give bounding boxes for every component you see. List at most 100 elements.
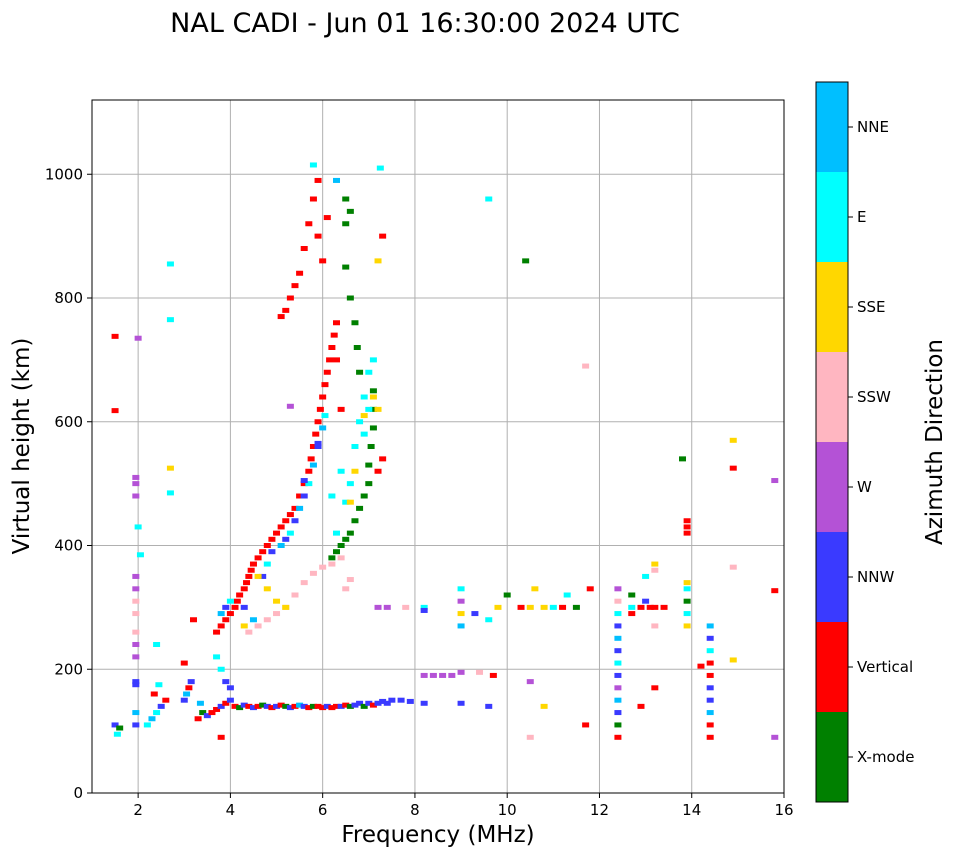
echo-point [309, 196, 317, 202]
echo-point [485, 617, 493, 623]
echo-point [323, 703, 331, 709]
echo-point [614, 722, 622, 728]
echo-point [683, 580, 691, 586]
echo-point [305, 468, 313, 474]
echo-point [651, 567, 659, 573]
echo-point [402, 604, 410, 610]
y-tick-label: 0 [73, 784, 83, 802]
echo-point [351, 468, 359, 474]
echo-point [305, 221, 313, 227]
echo-point [328, 493, 336, 499]
echo-point [614, 734, 622, 740]
echo-point [132, 642, 140, 647]
echo-point [642, 573, 650, 579]
echo-point [628, 611, 636, 617]
echo-point [213, 706, 221, 712]
echo-point [683, 611, 691, 617]
echo-point [360, 703, 368, 709]
echo-point [476, 669, 484, 675]
echo-point [132, 629, 140, 635]
x-tick-label: 2 [133, 801, 143, 819]
echo-point [356, 700, 364, 706]
x-tick-label: 12 [590, 801, 609, 819]
echo-point [531, 586, 539, 592]
echo-point [132, 682, 140, 688]
echo-point [180, 697, 188, 703]
echo-point [683, 623, 691, 629]
echo-point [296, 493, 304, 499]
echo-point [240, 586, 248, 592]
echo-point [226, 697, 234, 703]
echo-point [132, 481, 140, 487]
echo-point [582, 363, 590, 369]
echo-point [374, 604, 382, 610]
echo-point [273, 598, 281, 604]
echo-point [277, 702, 285, 708]
echo-point [296, 270, 304, 276]
echo-point [374, 258, 382, 264]
echo-point [222, 617, 230, 623]
y-tick-label: 400 [54, 537, 83, 555]
echo-point [166, 465, 174, 471]
grid-lines [92, 100, 785, 794]
echo-point [346, 208, 354, 214]
echo-point [321, 413, 329, 419]
echo-point [286, 530, 294, 536]
echo-point [300, 478, 308, 484]
echo-point [614, 648, 622, 654]
echo-point [369, 425, 377, 431]
echo-point [729, 657, 737, 663]
echo-point [582, 722, 590, 728]
colorbar-tick-label: Vertical [857, 658, 913, 676]
echo-point [245, 573, 253, 579]
echo-point [319, 564, 327, 570]
echo-point [365, 369, 373, 375]
echo-point [282, 703, 290, 709]
echo-point [226, 685, 234, 691]
echo-point [448, 672, 456, 678]
echo-point [706, 710, 714, 716]
echo-point [273, 703, 281, 709]
echo-point [217, 611, 225, 617]
echo-point [319, 705, 327, 711]
echo-point [706, 672, 714, 678]
echo-point [379, 233, 387, 239]
echo-point [263, 543, 271, 548]
echo-point [231, 604, 239, 610]
echo-point [328, 561, 336, 567]
echo-point [351, 518, 359, 524]
colorbar-segment [816, 622, 848, 712]
echo-point [309, 570, 317, 576]
echo-point [406, 698, 414, 704]
echo-point [226, 598, 234, 604]
echo-point [249, 561, 257, 567]
echo-point [706, 734, 714, 740]
echo-point [706, 722, 714, 728]
echo-point [314, 440, 322, 446]
echo-point [213, 629, 221, 635]
echo-point [342, 196, 350, 202]
echo-point [346, 530, 354, 536]
echo-point [291, 518, 299, 524]
echo-point [291, 283, 299, 289]
echo-point [646, 604, 654, 610]
echo-point [217, 734, 225, 740]
echo-point [245, 629, 253, 635]
echo-point [296, 505, 304, 511]
echo-point [346, 481, 354, 487]
echo-point [333, 357, 341, 363]
echo-point [314, 444, 322, 449]
echo-point [291, 592, 299, 598]
echo-point [683, 586, 691, 592]
echo-point [651, 685, 659, 691]
echo-point [305, 481, 313, 487]
x-tick-label: 10 [498, 801, 517, 819]
echo-point [132, 586, 140, 592]
colorbar-segment [816, 172, 848, 262]
echo-point [637, 703, 645, 709]
echo-point [268, 536, 276, 542]
echo-point [226, 611, 234, 617]
echo-point [309, 444, 317, 449]
echo-point [162, 697, 170, 703]
